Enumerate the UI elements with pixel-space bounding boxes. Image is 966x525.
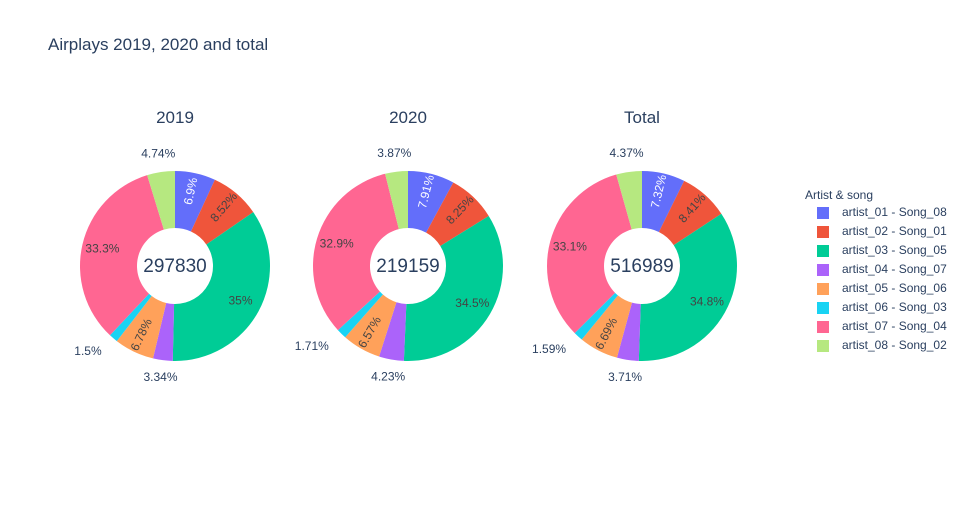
legend-item[interactable]: artist_04 - Song_07 [817, 262, 947, 276]
slice-label: 33.1% [553, 239, 587, 253]
slice-label: 3.71% [608, 370, 642, 384]
legend-swatch [817, 207, 829, 219]
legend-label: artist_06 - Song_03 [842, 300, 947, 314]
slice-label: 35% [229, 294, 253, 308]
legend-swatch [817, 340, 829, 352]
pie-slice [616, 171, 642, 230]
chart-title: Airplays 2019, 2020 and total [48, 35, 268, 54]
pie-title: 2019 [156, 108, 194, 127]
legend-item[interactable]: artist_03 - Song_05 [817, 243, 947, 257]
legend-item[interactable]: artist_02 - Song_01 [817, 224, 947, 238]
pie-title: Total [624, 108, 660, 127]
legend-label: artist_07 - Song_04 [842, 319, 947, 333]
pie-center-total: 297830 [143, 256, 206, 277]
pie-slice [426, 182, 489, 246]
legend-label: artist_02 - Song_01 [842, 224, 947, 238]
legend-item[interactable]: artist_08 - Song_02 [817, 338, 947, 352]
legend-items: artist_01 - Song_08 artist_02 - Song_01ar… [817, 205, 947, 352]
legend-item[interactable]: artist_01 - Song_08 [817, 205, 947, 219]
legend-label: artist_01 - Song_08 [842, 205, 947, 219]
pie-slice [190, 179, 254, 245]
legend-swatch [817, 302, 829, 314]
slice-label: 3.87% [377, 146, 411, 160]
pie-slice [385, 171, 408, 230]
legend-title: Artist & song [805, 188, 873, 202]
slice-label: 6.9% [181, 176, 201, 206]
legend-label: artist_03 - Song_05 [842, 243, 947, 257]
legend: Artist & song artist_01 - Song_08artist_… [805, 188, 947, 352]
pie-slice [581, 295, 632, 358]
pie-center-total: 516989 [610, 256, 673, 277]
legend-item[interactable]: artist_07 - Song_04 [817, 319, 947, 333]
pie-slice [147, 171, 175, 230]
slice-label: 4.74% [141, 146, 175, 160]
slice-label: 33.3% [85, 241, 119, 255]
slice-label: 1.5% [74, 344, 102, 358]
slice-label: 3.34% [143, 370, 177, 384]
legend-item[interactable]: artist_06 - Song_03 [817, 300, 947, 314]
legend-item[interactable]: artist_05 - Song_06 [817, 281, 947, 295]
slice-label: 4.37% [610, 146, 644, 160]
legend-label: artist_04 - Song_07 [842, 262, 947, 276]
legend-swatch [817, 264, 829, 276]
pie-slice [79, 175, 164, 336]
legend-swatch [817, 283, 829, 295]
pie-slice [546, 174, 632, 334]
pie-slice [403, 215, 503, 361]
slice-label: 4.23% [371, 369, 405, 383]
slice-label: 34.5% [455, 296, 489, 310]
pie-slice [379, 302, 407, 361]
slice-label: 1.71% [295, 339, 329, 353]
pie-slice [642, 171, 685, 232]
pie-slice [616, 302, 641, 361]
pie-slice [172, 212, 270, 361]
pie-slice [345, 294, 397, 357]
slice-label: 1.59% [532, 342, 566, 356]
pie-slice [312, 173, 399, 331]
pie-slice [408, 171, 454, 233]
pie-slice [116, 296, 167, 359]
slice-label: 32.9% [320, 237, 354, 251]
legend-swatch [817, 321, 829, 333]
legend-label: artist_08 - Song_02 [842, 338, 947, 352]
pie-slice [638, 213, 737, 361]
pie-slice [153, 302, 175, 361]
slice-label: 34.8% [690, 295, 724, 309]
legend-label: artist_05 - Song_06 [842, 281, 947, 295]
pie-slice [337, 291, 383, 338]
pie-slice [574, 292, 618, 340]
pie-slice [110, 293, 152, 342]
legend-swatch [817, 226, 829, 238]
pie-slice [658, 180, 722, 246]
legend-swatch [817, 245, 829, 257]
pie-slice [175, 171, 215, 232]
pie-title: 2020 [389, 108, 427, 127]
pie-center-total: 219159 [376, 256, 439, 277]
